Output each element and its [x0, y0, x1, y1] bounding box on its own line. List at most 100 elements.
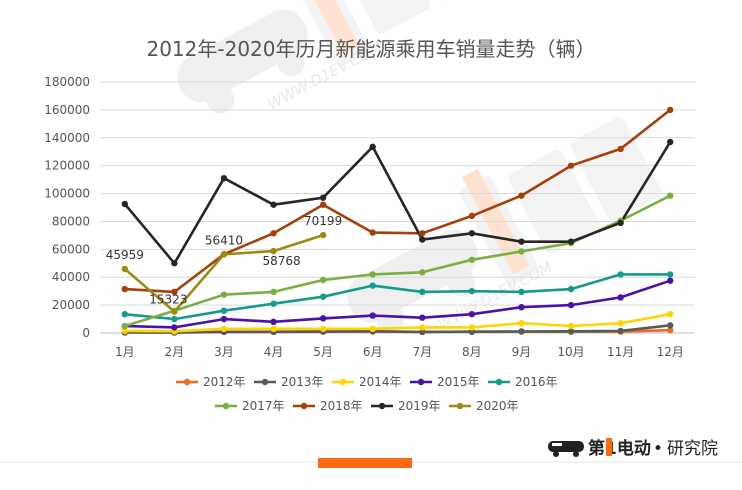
data-point: [468, 212, 476, 220]
series-line: [123, 273, 672, 321]
data-point: [319, 231, 327, 239]
y-tick-label: 140000: [44, 131, 90, 145]
x-axis-ticks: 1月 2月 3月 4月 5月 6月 7月 8月 9月 10月 11月 12月: [115, 345, 684, 359]
legend-label: 2014年: [359, 375, 402, 389]
data-point: [369, 229, 376, 236]
data-point: [121, 200, 128, 208]
y-tick-label: 40000: [52, 270, 90, 284]
x-tick-label: 8月: [462, 345, 482, 359]
y-tick-label: 20000: [52, 298, 90, 312]
x-tick-label: 11月: [607, 345, 634, 359]
series-line: [123, 324, 672, 334]
legend-swatch-point: [339, 378, 347, 386]
data-point: [419, 269, 426, 276]
legend-swatch-point: [222, 402, 230, 410]
data-label: 70199: [304, 214, 342, 228]
data-point: [468, 287, 476, 295]
data-label: 45959: [106, 248, 144, 262]
data-point: [617, 219, 624, 227]
data-point: [518, 328, 525, 335]
data-point: [667, 271, 674, 278]
data-point: [419, 324, 426, 331]
data-point: [369, 143, 376, 151]
data-point: [617, 294, 624, 301]
legend-swatch-point: [261, 378, 269, 386]
data-point: [171, 324, 178, 331]
data-point: [270, 288, 277, 296]
data-point: [518, 248, 525, 255]
y-tick-label: 160000: [44, 103, 90, 117]
data-point: [319, 315, 327, 322]
data-point: [319, 201, 327, 208]
data-point: [468, 256, 476, 263]
data-point: [171, 260, 178, 267]
series-points: [121, 106, 674, 336]
series-line: [123, 140, 672, 265]
legend-label: 2012年: [203, 375, 246, 389]
data-point: [667, 277, 674, 284]
legend-label: 2019年: [398, 399, 441, 413]
data-label: 58768: [262, 254, 300, 268]
x-tick-label: 9月: [512, 345, 532, 359]
data-point: [270, 325, 277, 333]
footer-accent-bar: [318, 458, 412, 468]
data-point: [667, 192, 674, 199]
series-line: [123, 108, 672, 294]
data-point: [518, 192, 525, 199]
data-point: [220, 315, 228, 323]
data-point: [667, 327, 674, 334]
data-point: [667, 106, 674, 114]
legend-label: 2017年: [242, 399, 285, 413]
data-point: [220, 307, 228, 314]
data-point: [369, 325, 376, 333]
data-point: [468, 324, 476, 331]
brand-logo-accent: [606, 438, 612, 456]
data-point: [369, 271, 376, 278]
data-point: [567, 322, 575, 330]
data-point: [270, 230, 277, 237]
data-point: [617, 320, 624, 327]
legend-swatch-point: [495, 378, 503, 386]
data-point: [319, 276, 327, 284]
car-logo-icon: [548, 441, 584, 457]
x-tick-label: 7月: [412, 345, 432, 359]
legend-swatch-point: [183, 378, 191, 386]
data-point: [468, 310, 476, 318]
x-tick-label: 3月: [214, 345, 234, 359]
data-point: [319, 293, 327, 300]
legend-label: 2016年: [515, 375, 558, 389]
data-point: [617, 145, 624, 153]
data-point: [667, 322, 674, 329]
legend-label: 2020年: [476, 399, 519, 413]
data-point: [319, 194, 327, 201]
data-point: [567, 301, 575, 309]
x-tick-label: 12月: [657, 345, 684, 359]
legend-swatch-point: [378, 402, 386, 410]
data-point: [518, 288, 525, 296]
data-point: [617, 271, 624, 278]
watermark-logo-left: WWW.D1EV.COM: [177, 0, 492, 114]
data-point: [369, 282, 376, 289]
data-point: [121, 310, 128, 318]
data-point: [270, 318, 277, 326]
data-labels: 45959 15323 56410 58768 70199: [106, 214, 343, 307]
brand-logo-text: 第1电动: [588, 438, 651, 459]
y-axis-ticks: 0 20000 40000 60000 80000 100000 120000 140000 1…: [44, 75, 90, 340]
legend-label: 2018年: [320, 399, 363, 413]
x-tick-label: 2月: [165, 345, 185, 359]
data-point: [369, 312, 376, 319]
data-point: [468, 230, 476, 237]
data-point: [319, 325, 327, 333]
data-point: [667, 310, 674, 318]
data-point: [567, 285, 575, 293]
data-point: [220, 251, 228, 258]
series-line: [123, 312, 672, 333]
legend-swatch-point: [417, 378, 425, 386]
data-point: [171, 315, 178, 323]
series-line: [123, 279, 672, 329]
data-point: [220, 175, 228, 182]
chart-title: 2012年-2020年历月新能源乘用车销量走势（辆）: [146, 37, 595, 61]
y-tick-label: 180000: [44, 75, 90, 89]
legend-swatch-point: [300, 402, 308, 410]
